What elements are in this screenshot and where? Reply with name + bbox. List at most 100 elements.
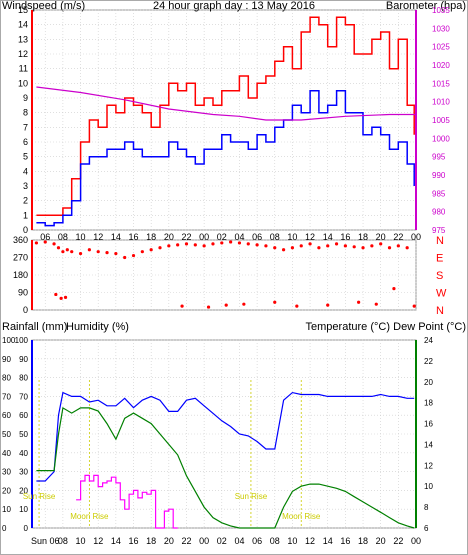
direction-point — [202, 244, 206, 248]
wind-y-tick: 0 — [23, 225, 28, 235]
direction-y-tick: 360 — [13, 235, 28, 245]
direction-point — [357, 300, 361, 304]
humidity-y-tick: 60 — [19, 411, 28, 420]
direction-point — [105, 251, 109, 255]
temperature-y-tick: 20 — [424, 378, 433, 387]
wind-y-tick: 1 — [23, 210, 28, 220]
direction-point — [396, 244, 400, 248]
humidity-y-tick: 70 — [19, 392, 28, 401]
rain-y-tick: 20 — [2, 486, 11, 495]
rain-y-tick: 10 — [2, 505, 11, 514]
hour-tick-label: 14 — [111, 232, 121, 242]
temperature-y-tick: 6 — [424, 524, 429, 533]
wind-y-tick: 12 — [18, 49, 28, 59]
direction-point — [70, 250, 74, 254]
wind-gust-series — [36, 16, 415, 217]
bottom-hour-tick-label: 14 — [111, 536, 121, 546]
direction-point — [242, 302, 246, 306]
direction-point — [211, 242, 215, 246]
temperature-y-tick: 8 — [424, 503, 429, 512]
barometer-series — [36, 86, 416, 121]
direction-point — [264, 244, 268, 248]
bottom-hour-tick-label: 12 — [93, 536, 103, 546]
barometer-y-tick: 1020 — [432, 61, 450, 70]
bottom-hour-tick-label: 18 — [146, 536, 156, 546]
rain-y-tick: 30 — [2, 468, 11, 477]
direction-point — [326, 303, 330, 307]
direction-point — [34, 241, 39, 245]
bottom-hour-tick-label: 16 — [129, 536, 139, 546]
direction-point — [54, 292, 58, 297]
temperature-y-tick: 12 — [424, 461, 433, 470]
barometer-y-tick: 1035 — [432, 6, 450, 15]
temperature-y-tick: 18 — [424, 399, 433, 408]
direction-point — [114, 252, 118, 256]
humidity-y-tick: 30 — [19, 468, 28, 477]
rain-y-tick: 90 — [2, 355, 11, 364]
direction-point — [43, 240, 47, 244]
hour-tick-label: 08 — [270, 232, 280, 242]
rain-y-tick: 0 — [2, 524, 7, 533]
direction-point — [374, 302, 378, 306]
direction-point — [96, 250, 100, 254]
sun-moon-label: Sun Rise — [235, 492, 268, 501]
bottom-hour-tick-label: 20 — [376, 536, 386, 546]
direction-point — [158, 246, 162, 250]
barometer-y-tick: 1030 — [432, 24, 450, 33]
wind-y-tick: 4 — [23, 166, 28, 176]
barometer-label: Barometer (hpa) — [386, 0, 466, 12]
hour-tick-label: 02 — [217, 232, 227, 242]
bottom-hour-tick-label: 00 — [199, 536, 209, 546]
barometer-y-tick: 995 — [432, 153, 446, 162]
hour-tick-label: 00 — [411, 232, 421, 242]
wind-y-tick: 13 — [18, 34, 28, 44]
hour-tick-label: 06 — [252, 232, 262, 242]
humidity-y-tick: 40 — [19, 449, 28, 458]
wind-y-tick: 6 — [23, 137, 28, 147]
barometer-y-tick: 1000 — [432, 134, 450, 143]
humidity-y-tick: 0 — [24, 524, 29, 533]
wind-y-tick: 8 — [23, 108, 28, 118]
rain-y-tick: 80 — [2, 374, 11, 383]
hour-tick-label: 00 — [199, 232, 209, 242]
graph-title: 24 hour graph day : 13 May 2016 — [153, 0, 315, 12]
bottom-hour-tick-label: 22 — [393, 536, 403, 546]
wind-y-tick: 2 — [23, 196, 28, 206]
direction-point — [176, 243, 180, 247]
barometer-y-tick: 1015 — [432, 79, 450, 88]
direction-point — [317, 246, 321, 250]
hour-tick-label: 08 — [58, 232, 68, 242]
direction-point — [255, 243, 259, 247]
direction-y-tick: 0 — [23, 305, 28, 315]
direction-point — [184, 242, 189, 246]
direction-point — [299, 244, 303, 248]
hour-tick-label: 22 — [393, 232, 403, 242]
compass-label: E — [436, 253, 443, 265]
bottom-hour-tick-label: 08 — [58, 536, 68, 546]
direction-point — [290, 246, 295, 250]
hour-tick-label: 16 — [129, 232, 139, 242]
rainfall-label: Rainfall (mm) — [2, 321, 67, 333]
hour-tick-label: 04 — [234, 232, 244, 242]
bottom-hour-tick-label: 04 — [234, 536, 244, 546]
barometer-y-tick: 975 — [432, 226, 446, 235]
humidity-y-tick: 90 — [19, 355, 28, 364]
barometer-y-tick: 1025 — [432, 43, 450, 52]
barometer-y-tick: 985 — [432, 189, 446, 198]
direction-point — [237, 241, 242, 245]
temperature-label: Temperature (°C) — [306, 321, 390, 333]
rain-y-tick: 70 — [2, 392, 11, 401]
wind-y-tick: 3 — [23, 181, 28, 191]
bottom-hour-tick-label: 08 — [270, 536, 280, 546]
direction-point — [352, 245, 356, 249]
compass-label: S — [436, 270, 443, 282]
bottom-hour-tick-label: 06 — [252, 536, 262, 546]
direction-point — [61, 250, 65, 254]
direction-point — [59, 296, 63, 300]
direction-point — [405, 246, 409, 250]
temperature-series — [36, 406, 415, 529]
data-series: Sun Rise Moon Rise Sun Rise Moon Rise — [23, 16, 416, 529]
hour-tick-label: 12 — [93, 232, 103, 242]
